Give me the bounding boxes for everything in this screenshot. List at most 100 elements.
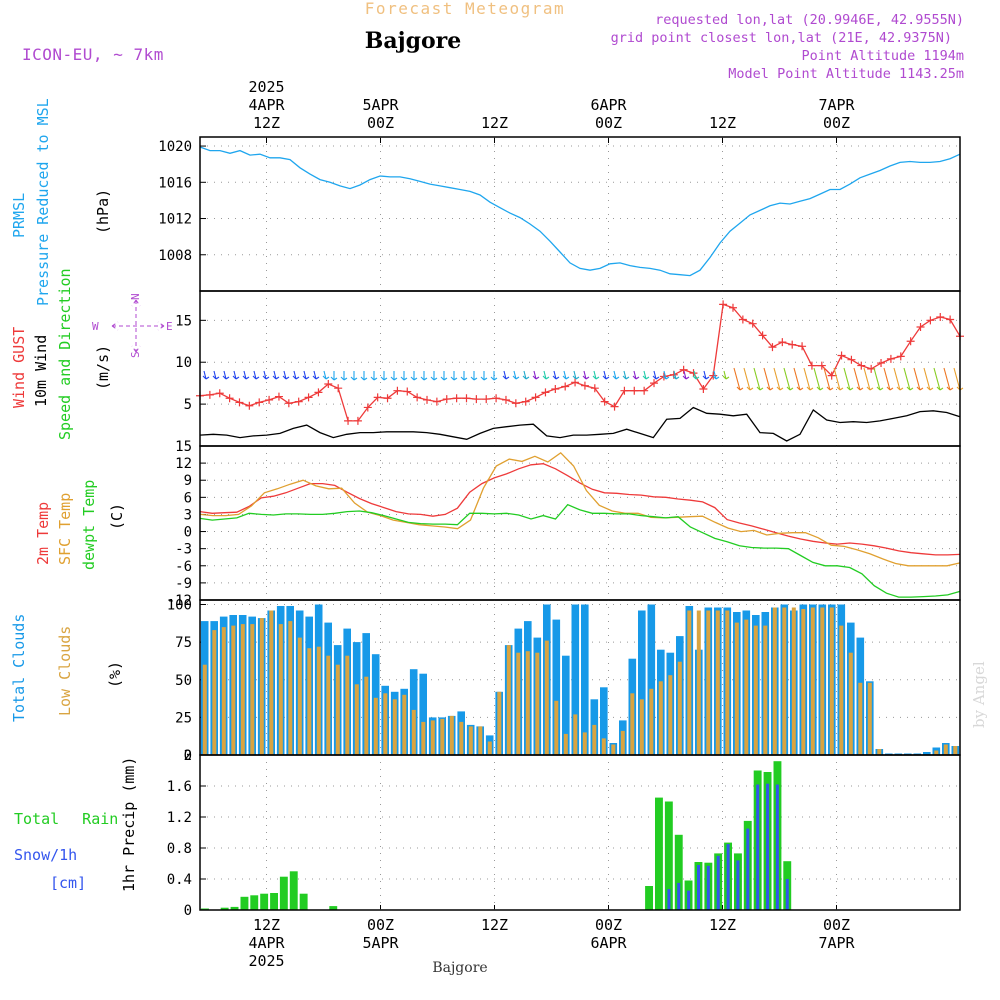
bar-total-rain xyxy=(289,871,298,911)
gust-point xyxy=(926,316,935,325)
wind-direction-arrow xyxy=(232,370,240,380)
wind-direction-arrow xyxy=(440,371,448,381)
wind-direction-arrow xyxy=(803,367,814,391)
gust-point xyxy=(847,355,856,364)
series-line-wind-gust xyxy=(199,303,961,422)
dewpt-label: dewpt Temp xyxy=(80,480,98,570)
bar-low-clouds xyxy=(573,714,578,755)
gust-point xyxy=(423,395,432,404)
bar-total-rain xyxy=(299,893,308,910)
y-tick-label: 2 xyxy=(184,748,192,764)
gust-point xyxy=(640,386,649,395)
wind-direction-arrow xyxy=(252,370,260,380)
gust-point xyxy=(432,397,441,406)
gust-point xyxy=(501,395,510,404)
wind-direction-arrow xyxy=(953,367,964,391)
bar-low-clouds xyxy=(269,610,274,755)
time-tick-label: 12Z xyxy=(709,114,736,132)
bar-total-rain xyxy=(220,907,229,910)
gust-point xyxy=(650,379,659,388)
gust-point xyxy=(294,397,303,406)
wind-direction-arrow xyxy=(330,371,338,381)
bar-snow-1h xyxy=(736,860,740,910)
bar-low-clouds xyxy=(297,637,302,755)
y-tick-label: -3 xyxy=(175,542,192,558)
wind-direction-arrow xyxy=(370,371,378,381)
gust-point xyxy=(590,384,599,393)
wind-direction-arrow xyxy=(592,370,600,380)
wind-direction-arrow xyxy=(602,370,610,380)
y-tick-label: 1020 xyxy=(158,139,192,155)
bar-low-clouds xyxy=(877,749,882,755)
gust-point xyxy=(205,390,214,399)
clouds-frame xyxy=(199,599,961,756)
footer-location: Bajgore xyxy=(432,960,487,976)
time-tick-label: 12Z xyxy=(253,916,280,934)
y-tick-label: 0 xyxy=(184,903,192,919)
bar-snow-1h xyxy=(756,784,760,910)
bar-total-clouds xyxy=(581,604,589,755)
precip-ylabel: 1hr Precip (mm) xyxy=(120,757,138,892)
y-tick-label: 25 xyxy=(175,710,192,726)
y-tick-label: 75 xyxy=(175,635,192,651)
bar-low-clouds xyxy=(706,610,711,755)
bar-total-rain xyxy=(664,801,673,910)
gust-point xyxy=(580,381,589,390)
bar-low-clouds xyxy=(288,621,293,755)
point-altitude: Point Altitude 1194m xyxy=(801,48,964,64)
bar-snow-1h xyxy=(697,865,700,910)
bar-low-clouds xyxy=(782,607,787,755)
bar-low-clouds xyxy=(440,718,445,755)
wind-label: 10m Wind xyxy=(32,335,50,407)
bar-low-clouds xyxy=(592,724,597,755)
wind-direction-arrow xyxy=(692,370,700,380)
wind-direction-arrow xyxy=(863,367,874,391)
bar-total-rain xyxy=(230,906,239,910)
bar-low-clouds xyxy=(402,694,407,755)
bar-snow-1h xyxy=(716,855,720,911)
bar-low-clouds xyxy=(867,682,872,755)
gust-point xyxy=(896,352,905,361)
panels-container: 100810121016102051015-12-9-6-30369121502… xyxy=(158,136,964,919)
gust-point xyxy=(334,384,343,393)
prmsl-label: PRMSL xyxy=(10,193,28,238)
y-tick-label: 12 xyxy=(175,456,192,472)
wind-direction-arrow xyxy=(400,371,408,381)
bar-low-clouds xyxy=(459,721,464,755)
bar-total-clouds xyxy=(552,619,561,755)
wind-direction-arrow xyxy=(612,370,620,380)
rain-label: Total Rain xyxy=(14,810,118,828)
bar-low-clouds xyxy=(468,726,473,755)
bar-low-clouds xyxy=(307,648,312,755)
wind-direction-arrow xyxy=(350,371,358,381)
gust-point xyxy=(492,394,501,403)
bar-low-clouds xyxy=(639,699,644,755)
bar-low-clouds xyxy=(316,646,321,755)
bar-low-clouds xyxy=(934,750,939,755)
bar-low-clouds xyxy=(677,661,682,755)
time-tick-label: 7APR xyxy=(818,934,855,952)
wind-direction-arrow xyxy=(460,371,468,381)
wind-direction-arrow xyxy=(813,367,824,391)
bar-total-rain xyxy=(260,893,269,910)
wind-direction-arrow xyxy=(853,367,864,391)
wind-direction-arrow xyxy=(913,367,924,391)
wind-direction-arrow xyxy=(773,367,784,391)
bar-snow-1h xyxy=(706,865,710,910)
bar-low-clouds xyxy=(240,624,245,755)
wind-direction-arrow xyxy=(763,367,774,391)
wind-direction-arrow xyxy=(242,370,250,380)
bar-low-clouds xyxy=(478,726,483,755)
bar-low-clouds xyxy=(696,610,701,755)
wind-direction-arrow xyxy=(622,370,630,380)
y-tick-label: 15 xyxy=(175,313,192,329)
bar-low-clouds xyxy=(763,625,768,755)
gust-point xyxy=(314,388,323,397)
wind-direction-arrow xyxy=(923,367,934,391)
grid-point-coords: grid point closest lon,lat (21E, 42.9375… xyxy=(611,30,952,46)
bar-total-rain xyxy=(329,906,338,910)
y-tick-label: 0.4 xyxy=(167,872,192,888)
